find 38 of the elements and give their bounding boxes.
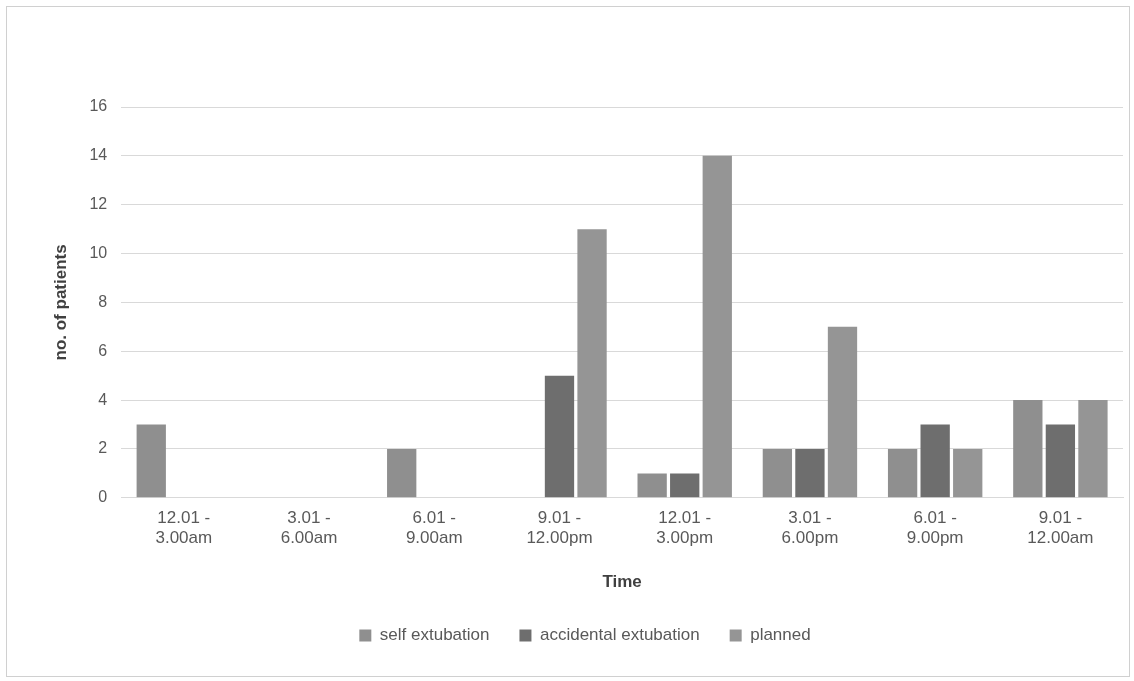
y-tick-label: 12 <box>89 195 108 213</box>
x-tick-label: 3.01 - 6.00am <box>280 507 338 548</box>
y-tick-label: 10 <box>89 243 108 261</box>
legend-label: self extubation <box>379 625 490 645</box>
bar <box>795 448 825 498</box>
bar <box>637 473 667 498</box>
bar <box>1013 400 1043 498</box>
x-tick-label: 12.01 - 3.00am <box>155 507 213 548</box>
bar <box>577 229 607 498</box>
legend-label: accidental extubation <box>539 625 700 645</box>
x-tick-label: 6.01 - 9.00pm <box>906 507 964 548</box>
x-tick-label: 9.01 - 12.00am <box>1027 507 1094 548</box>
x-tick-label: 3.01 - 6.00pm <box>781 507 839 548</box>
y-tick-label: 14 <box>89 146 108 164</box>
bar <box>544 375 575 498</box>
bar <box>387 448 417 498</box>
bar <box>887 448 918 498</box>
bar <box>1078 400 1108 498</box>
bar <box>920 424 950 498</box>
y-tick-label: 16 <box>89 97 108 115</box>
x-tick-label: 12.01 - 3.00pm <box>656 507 714 548</box>
y-axis-title: no. of patients <box>50 244 70 361</box>
bar <box>136 424 166 498</box>
y-tick-label: 4 <box>98 390 108 408</box>
x-axis-title: Time <box>602 572 642 592</box>
bar <box>702 155 732 498</box>
bar <box>827 326 858 498</box>
bar <box>1045 424 1076 498</box>
x-tick-label: 6.01 - 9.00am <box>405 507 463 548</box>
bar <box>762 448 793 498</box>
bar <box>953 448 983 498</box>
y-tick-label: 2 <box>98 439 108 457</box>
y-tick-label: 6 <box>98 341 108 359</box>
x-tick-label: 9.01 - 12.00pm <box>526 507 593 548</box>
legend-label: planned <box>750 625 811 645</box>
y-tick-label: 0 <box>98 488 108 506</box>
y-tick-label: 8 <box>98 292 108 310</box>
bar <box>670 473 700 498</box>
